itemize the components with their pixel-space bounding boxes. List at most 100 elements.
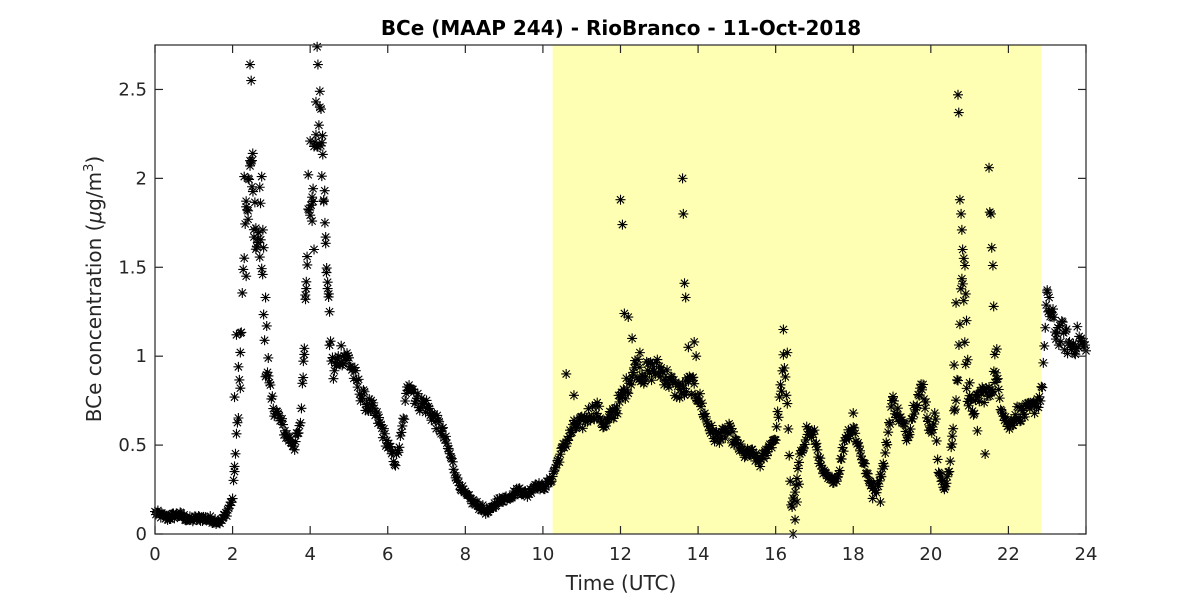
- data-point: [748, 447, 759, 458]
- data-point: [342, 350, 353, 361]
- data-point: [603, 412, 614, 423]
- data-point: [875, 469, 886, 480]
- data-point: [307, 216, 318, 227]
- data-point: [961, 315, 972, 326]
- data-point: [938, 482, 949, 493]
- data-point: [677, 173, 688, 184]
- data-point: [955, 283, 966, 294]
- data-point: [634, 347, 645, 358]
- data-point: [727, 426, 738, 437]
- data-point: [498, 496, 509, 507]
- data-point: [806, 432, 817, 443]
- data-point: [871, 487, 882, 498]
- data-point: [882, 439, 893, 450]
- data-point: [224, 500, 235, 511]
- data-point: [690, 389, 701, 400]
- data-point: [457, 481, 468, 492]
- data-point: [831, 476, 842, 487]
- data-point: [234, 374, 245, 385]
- data-point: [589, 414, 600, 425]
- data-point: [237, 287, 248, 298]
- data-point: [752, 453, 763, 464]
- data-point: [547, 471, 558, 482]
- data-point: [947, 431, 958, 442]
- data-point: [385, 441, 396, 452]
- data-point: [319, 185, 330, 196]
- data-point: [518, 489, 529, 500]
- data-point: [644, 368, 655, 379]
- data-point: [309, 244, 320, 255]
- data-point: [876, 471, 887, 482]
- data-point: [960, 359, 971, 370]
- data-point: [808, 429, 819, 440]
- data-point: [670, 377, 681, 388]
- data-point: [415, 402, 426, 413]
- data-point: [855, 445, 866, 456]
- data-point: [379, 428, 390, 439]
- data-point: [785, 476, 796, 487]
- data-point: [980, 386, 991, 397]
- x-tick-label: 16: [764, 544, 787, 565]
- data-point: [329, 365, 340, 376]
- data-point: [361, 399, 372, 410]
- data-point: [784, 450, 795, 461]
- data-point: [859, 458, 870, 469]
- data-point: [779, 363, 790, 374]
- data-point: [944, 466, 955, 477]
- data-point: [911, 402, 922, 413]
- data-point: [866, 478, 877, 489]
- data-point: [974, 396, 985, 407]
- data-point: [297, 378, 308, 389]
- data-point: [526, 487, 537, 498]
- data-point: [620, 393, 631, 404]
- data-point: [793, 457, 804, 468]
- data-point: [356, 390, 367, 401]
- x-tick-label: 4: [304, 544, 315, 565]
- data-point: [997, 408, 1008, 419]
- data-point: [247, 186, 258, 197]
- y-tick-label: 2: [136, 168, 147, 189]
- data-point: [627, 371, 638, 382]
- data-point: [217, 513, 228, 524]
- data-point: [313, 120, 324, 131]
- data-point: [409, 398, 420, 409]
- data-point: [833, 469, 844, 480]
- data-point: [176, 508, 187, 519]
- data-point: [867, 493, 878, 504]
- data-point: [919, 394, 930, 405]
- data-point: [762, 446, 773, 457]
- data-point: [381, 435, 392, 446]
- data-point: [273, 408, 284, 419]
- data-point: [226, 497, 237, 508]
- data-point: [931, 435, 942, 446]
- data-point: [441, 438, 452, 449]
- data-point: [939, 484, 950, 495]
- data-point: [969, 408, 980, 419]
- data-point: [970, 395, 981, 406]
- data-point: [896, 415, 907, 426]
- data-point: [895, 412, 906, 423]
- data-point: [1018, 409, 1029, 420]
- data-point: [992, 373, 1003, 384]
- data-point: [630, 355, 641, 366]
- data-point: [1041, 300, 1052, 311]
- data-point: [241, 271, 252, 282]
- data-point: [709, 436, 720, 447]
- data-point: [726, 423, 737, 434]
- data-point: [828, 477, 839, 488]
- data-point: [951, 395, 962, 406]
- data-point: [440, 431, 451, 442]
- data-point: [438, 422, 449, 433]
- data-point: [251, 241, 262, 252]
- data-point: [889, 408, 900, 419]
- data-point: [775, 379, 786, 390]
- data-point: [771, 421, 782, 432]
- data-point: [680, 292, 691, 303]
- data-point: [1065, 340, 1076, 351]
- data-point: [599, 421, 610, 432]
- data-point: [353, 374, 364, 385]
- data-point: [256, 171, 267, 182]
- data-point: [925, 425, 936, 436]
- data-point: [539, 484, 550, 495]
- data-point: [763, 441, 774, 452]
